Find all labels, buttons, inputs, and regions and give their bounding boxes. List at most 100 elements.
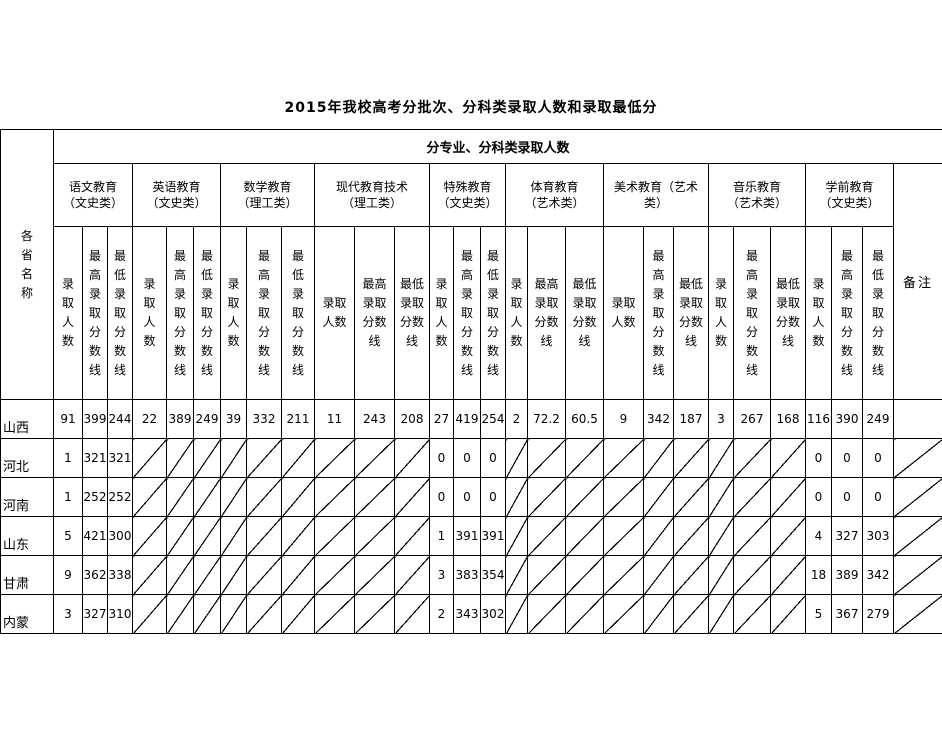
- data-cell: 243: [354, 399, 395, 439]
- sub-header: 最低录取分数线: [281, 226, 315, 400]
- empty-cell: [733, 438, 771, 478]
- data-cell: 208: [394, 399, 430, 439]
- empty-cell: [220, 438, 247, 478]
- sub-header-label: 最高录取分数线: [257, 248, 270, 377]
- data-cell: 11: [314, 399, 355, 439]
- group-header-row: 语文教育（文史类） 英语教育（文史类） 数学教育（理工类） 现代教育技术（理工类） 特殊…: [1, 163, 942, 400]
- empty-cell: [565, 477, 604, 517]
- sub-header-label: 最低录取分数线: [678, 277, 703, 348]
- data-cell: 249: [193, 399, 221, 439]
- data-cell: 0: [831, 438, 863, 478]
- sub-header: 最高录取分数线: [453, 226, 481, 400]
- sub-header: 最低录取分数线: [193, 226, 221, 400]
- empty-cell: [394, 594, 430, 634]
- data-cell: 3: [429, 555, 454, 595]
- empty-cell: [505, 555, 528, 595]
- data-cell: 342: [862, 555, 894, 595]
- data-cell: 0: [429, 438, 454, 478]
- table-row: 河北 1 321 321 0 0 0 0 0 0: [0, 438, 942, 478]
- sub-header: 最低录取分数线: [107, 226, 133, 400]
- empty-cell: [643, 438, 674, 478]
- empty-cell: [527, 594, 566, 634]
- empty-cell: [132, 477, 167, 517]
- empty-cell: [603, 594, 644, 634]
- sub-header-label: 最高录取分数线: [534, 277, 559, 348]
- sub-header-label: 最高录取分数线: [840, 248, 853, 377]
- group-header: 现代教育技术（理工类）: [314, 163, 430, 227]
- empty-cell: [281, 555, 315, 595]
- data-cell: 211: [281, 399, 315, 439]
- sub-header-label: 最低录取分数线: [291, 248, 304, 377]
- data-cell: 321: [82, 438, 108, 478]
- data-cell: 389: [831, 555, 863, 595]
- data-cell: 27: [429, 399, 454, 439]
- sub-header: 最高录取分数线: [246, 226, 282, 400]
- sub-header-label: 最低录取分数线: [113, 248, 126, 377]
- sub-header-label: 录取人数: [812, 277, 825, 348]
- province-label: 山东: [0, 516, 54, 556]
- sub-header: 最低录取分数线: [394, 226, 430, 400]
- page-title: 2015年我校高考分批次、分科类录取人数和录取最低分: [284, 100, 658, 116]
- empty-cell: [246, 477, 282, 517]
- data-cell: 391: [453, 516, 481, 556]
- empty-cell: [220, 594, 247, 634]
- empty-cell: [527, 555, 566, 595]
- data-cell: 3: [708, 399, 734, 439]
- sub-header-label: 录取人数: [61, 277, 74, 348]
- empty-cell: [354, 438, 395, 478]
- province-column-header: 各省名称: [0, 129, 54, 400]
- data-cell: 252: [82, 477, 108, 517]
- data-cell: 5: [805, 594, 832, 634]
- empty-cell: [673, 555, 709, 595]
- table-row: 山西 91 399 244 22 389 249 39 332 211 11 243 208 27 419 2…: [0, 399, 942, 439]
- sub-header-label: 最低录取分数线: [775, 277, 800, 348]
- group-header-label: 体育教育（艺术类）: [524, 180, 585, 210]
- sub-header: 最低录取分数线: [770, 226, 806, 400]
- data-cell: 383: [453, 555, 481, 595]
- data-cell: 1: [53, 438, 83, 478]
- sub-header: 最高录取分数线: [733, 226, 771, 400]
- remark-empty-cell: [892, 516, 942, 556]
- group-header: 美术教育（艺术类）: [603, 163, 709, 227]
- empty-cell: [132, 516, 167, 556]
- empty-cell: [166, 555, 194, 595]
- table-row: 甘肃 9 362 338 3 383 354 18 389 342: [0, 555, 942, 595]
- empty-cell: [505, 594, 528, 634]
- data-cell: 362: [82, 555, 108, 595]
- data-cell: 5: [53, 516, 83, 556]
- sub-header-label: 录取人数: [714, 277, 727, 348]
- empty-cell: [770, 438, 806, 478]
- sub-header: 录取人数: [314, 226, 355, 400]
- table-row: 内蒙 3 327 310 2 343 302 5 367 279: [0, 594, 942, 634]
- sub-header-label: 最高录取分数线: [652, 248, 665, 377]
- province-label: 河南: [0, 477, 54, 517]
- sub-header: 录取人数: [132, 226, 167, 400]
- group-header: 体育教育（艺术类）: [505, 163, 604, 227]
- province-label: 山西: [0, 399, 54, 439]
- data-cell: 421: [82, 516, 108, 556]
- header-row-top: 各省名称 分专业、分科类录取人数: [0, 129, 942, 400]
- sub-header: 录取人数: [505, 226, 528, 400]
- empty-cell: [314, 555, 355, 595]
- sub-header-label: 最高录取分数线: [460, 248, 473, 377]
- data-cell: 72.2: [527, 399, 566, 439]
- sub-header: 最高录取分数线: [354, 226, 395, 400]
- data-cell: 279: [862, 594, 894, 634]
- data-cell: 1: [53, 477, 83, 517]
- data-cell: 419: [453, 399, 481, 439]
- data-cell: 0: [862, 477, 894, 517]
- data-cell: 300: [107, 516, 133, 556]
- province-column-header-label: 各省名称: [20, 228, 33, 300]
- data-cell: 367: [831, 594, 863, 634]
- group-header-label: 语文教育（文史类）: [62, 180, 123, 210]
- sub-header: 最高录取分数线: [831, 226, 863, 400]
- group-header: 语文教育（文史类）: [53, 163, 133, 227]
- sub-header-label: 最低录取分数线: [399, 277, 424, 348]
- sub-header-label: 录取人数: [227, 277, 240, 348]
- empty-cell: [505, 516, 528, 556]
- empty-cell: [770, 594, 806, 634]
- sub-header-label: 录取人数: [510, 277, 523, 348]
- data-cell: 0: [805, 477, 832, 517]
- empty-cell: [673, 477, 709, 517]
- remark-cell: [892, 399, 942, 439]
